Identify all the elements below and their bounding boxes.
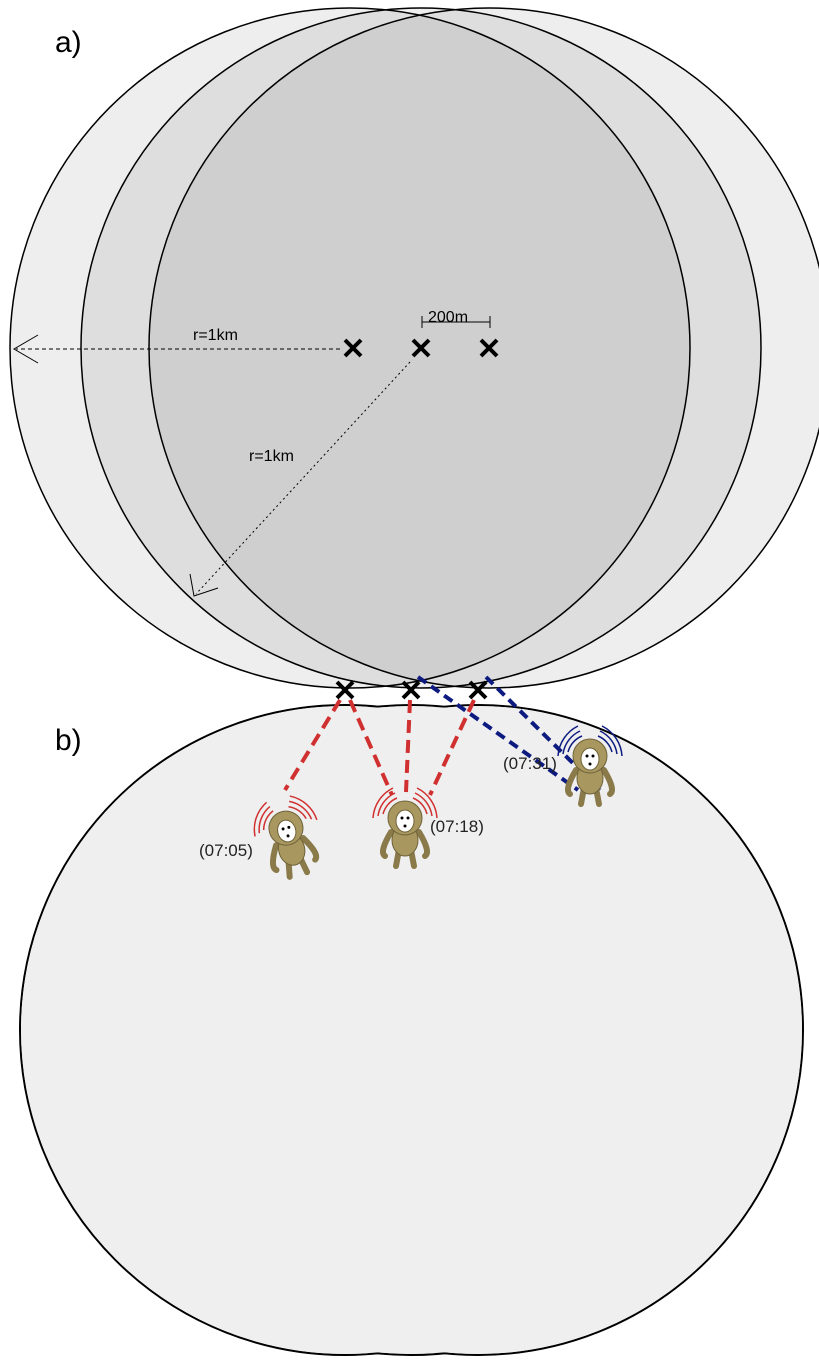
time-label: (07:18) (430, 817, 484, 836)
time-label: (07:05) (199, 841, 253, 860)
panel-b: b) (07:31) (07:18) (07:05) (20, 677, 803, 1355)
panel-label: a) (55, 26, 82, 59)
diagram: a) r=1km r=1km 200m (0, 0, 819, 1360)
time-label: (07:31) (503, 754, 557, 773)
radius-label: r=1km (249, 448, 294, 465)
range-circle (149, 8, 819, 688)
radius-label: r=1km (193, 327, 238, 344)
spacing-label: 200m (428, 309, 468, 326)
panel-label: b) (55, 724, 82, 757)
union-fill (154, 706, 802, 1354)
panel-a: a) r=1km r=1km 200m (10, 8, 819, 688)
